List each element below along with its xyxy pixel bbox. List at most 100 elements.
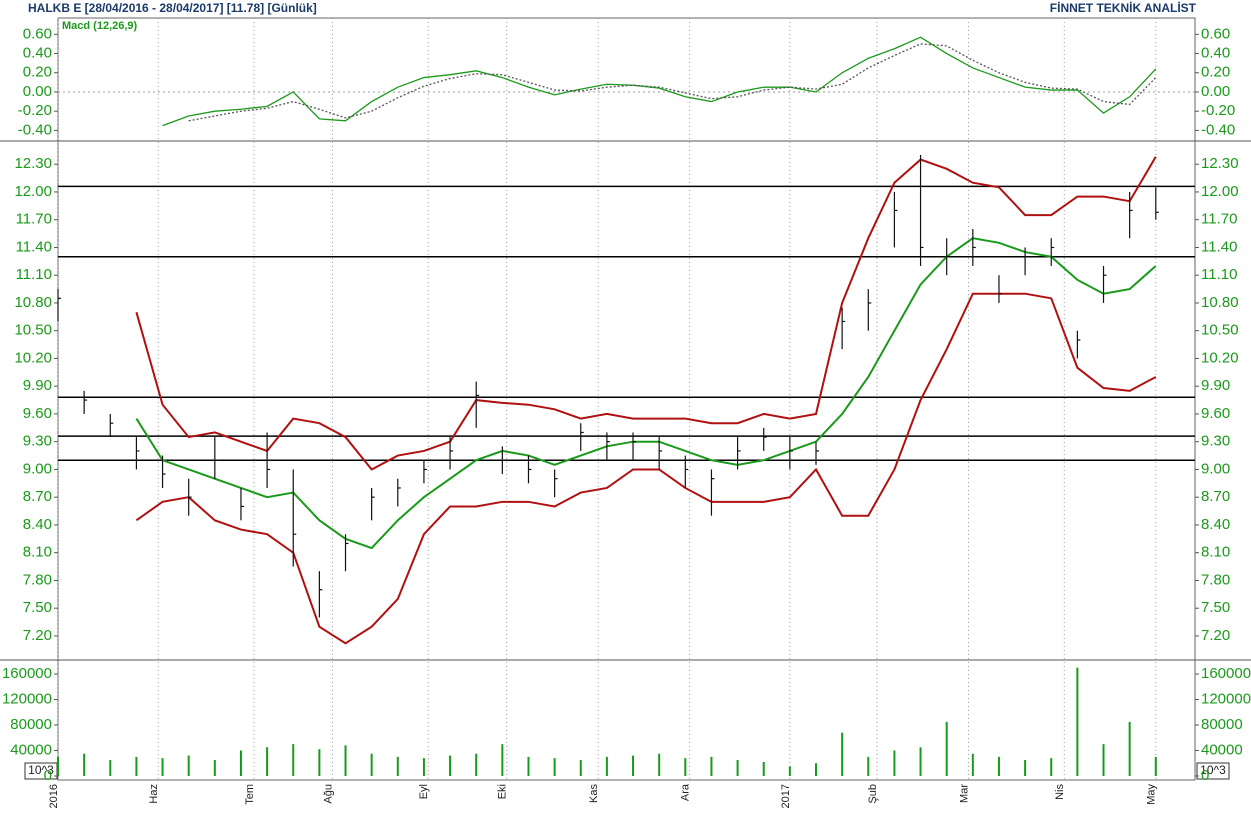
- y-tick-label: 0.40: [23, 45, 52, 62]
- volume-bar: [736, 760, 739, 776]
- y-tick-label: 9.30: [1201, 433, 1230, 450]
- volume-bar: [658, 753, 661, 776]
- volume-bar: [815, 763, 817, 776]
- indicator-line: [135, 292, 1157, 645]
- y-tick-label: 12.00: [1201, 183, 1239, 200]
- volume-bar: [841, 732, 844, 776]
- y-tick-label: 8.40: [23, 516, 52, 533]
- y-tick-label: 11.70: [1201, 211, 1237, 228]
- y-tick-label: 80000: [1201, 716, 1243, 733]
- y-tick-label: -0.20: [1201, 102, 1235, 119]
- y-tick-label: -0.20: [18, 102, 52, 119]
- y-tick-label: 7.50: [1201, 599, 1230, 616]
- volume-bar: [213, 760, 216, 776]
- y-tick-label: 10.50: [14, 322, 52, 339]
- y-tick-label: 12.30: [14, 155, 52, 172]
- x-tick-label: Mar: [958, 784, 970, 803]
- y-tick-label: 120000: [2, 690, 52, 707]
- x-tick-label: Kas: [588, 784, 600, 803]
- y-tick-label: 40000: [10, 741, 52, 758]
- volume-bar: [161, 758, 164, 776]
- volume-bar: [266, 747, 269, 776]
- volume-bar: [762, 761, 765, 776]
- volume-bar: [971, 753, 974, 776]
- y-tick-label: 0.00: [1201, 83, 1230, 100]
- y-tick-label: 11.40: [16, 238, 52, 255]
- y-tick-label: -0.40: [1201, 121, 1235, 138]
- y-tick-label: 11.70: [16, 211, 52, 228]
- indicator-label: Macd (12,26,9): [62, 20, 138, 32]
- volume-bar: [1050, 758, 1053, 776]
- y-tick-label: 8.10: [23, 544, 52, 561]
- y-tick-label: 7.50: [23, 599, 52, 616]
- indicator-line: [162, 36, 1157, 127]
- y-tick-label: 0: [44, 767, 52, 784]
- y-tick-label: 7.80: [23, 571, 52, 588]
- volume-bar: [579, 760, 582, 776]
- volume-bar: [396, 756, 399, 776]
- volume-bar: [370, 753, 373, 776]
- volume-bar: [867, 756, 870, 776]
- y-tick-label: 9.00: [1201, 460, 1230, 477]
- volume-bar: [553, 758, 556, 776]
- indicator-line: [135, 237, 1157, 550]
- x-tick-label: Ağu: [322, 784, 334, 804]
- volume-bar: [109, 760, 112, 776]
- y-tick-label: 9.90: [23, 377, 52, 394]
- y-tick-label: 11.10: [1201, 266, 1237, 283]
- y-tick-label: 10.20: [1201, 349, 1239, 366]
- y-tick-label: 0.60: [1201, 25, 1230, 42]
- y-tick-label: 9.30: [23, 433, 52, 450]
- volume-bar: [710, 756, 713, 776]
- y-tick-label: 120000: [1201, 690, 1251, 707]
- volume-bar: [893, 750, 896, 776]
- y-tick-label: 0: [1201, 767, 1209, 784]
- y-tick-label: 8.70: [23, 488, 52, 505]
- volume-bar: [1102, 744, 1105, 776]
- brand: FİNNET TEKNİK ANALİST: [1050, 0, 1197, 15]
- y-tick-label: 9.60: [1201, 405, 1230, 422]
- volume-bar: [1024, 760, 1027, 776]
- y-tick-label: 10.80: [1201, 294, 1239, 311]
- volume-bar: [475, 753, 478, 776]
- volume-bar: [83, 753, 86, 776]
- volume-bar: [501, 744, 504, 776]
- y-tick-label: 80000: [10, 716, 52, 733]
- volume-bar: [344, 745, 347, 776]
- x-tick-label: 2016: [48, 784, 60, 808]
- volume-bar: [945, 721, 948, 776]
- y-tick-label: 0.00: [23, 83, 52, 100]
- y-tick-label: 8.70: [1201, 488, 1230, 505]
- volume-bar: [318, 749, 321, 776]
- y-tick-label: 10.80: [14, 294, 52, 311]
- volume-bar: [527, 756, 530, 776]
- x-tick-label: Tem: [244, 784, 256, 805]
- x-tick-label: Ara: [680, 783, 692, 801]
- unit-label: 10^3: [28, 763, 54, 777]
- unit-box: [1196, 762, 1230, 780]
- y-tick-label: 8.10: [1201, 544, 1230, 561]
- volume-bar: [788, 766, 791, 776]
- y-tick-label: 8.40: [1201, 516, 1230, 533]
- volume-bar: [632, 755, 635, 776]
- y-tick-label: -0.40: [18, 121, 52, 138]
- x-tick-label: 2017: [780, 784, 792, 808]
- y-tick-label: 160000: [1201, 665, 1251, 682]
- y-tick-label: 11.10: [16, 266, 52, 283]
- y-tick-label: 0.20: [1201, 64, 1230, 81]
- y-tick-label: 11.40: [1201, 238, 1237, 255]
- volume-bar: [135, 756, 138, 776]
- x-tick-label: Haz: [148, 784, 160, 804]
- unit-label: 10^3: [1200, 763, 1226, 777]
- x-tick-label: Nis: [1054, 784, 1066, 800]
- y-tick-label: 0.40: [1201, 45, 1230, 62]
- volume-bar: [1128, 721, 1131, 776]
- y-tick-label: 0.60: [23, 25, 52, 42]
- volume-bar: [422, 758, 425, 776]
- y-tick-label: 7.20: [1201, 627, 1230, 644]
- chart-title: HALKB E [28/04/2016 - 28/04/2017] [11.78…: [28, 1, 317, 15]
- volume-bar: [57, 756, 59, 776]
- x-tick-label: Eyl: [418, 784, 430, 799]
